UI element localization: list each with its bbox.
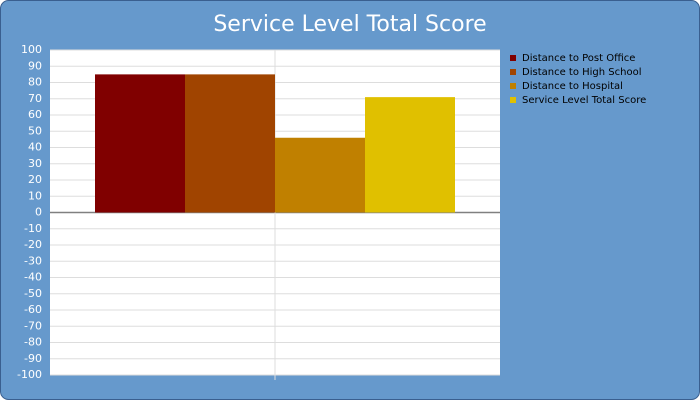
y-tick-label: 90	[28, 59, 42, 72]
legend-label: Distance to Hospital	[522, 81, 623, 92]
bar	[365, 97, 455, 213]
y-tick-label: 100	[21, 43, 42, 56]
y-tick-label: -80	[24, 336, 42, 349]
legend-label: Distance to High School	[522, 67, 641, 78]
y-tick-label: 50	[28, 124, 42, 137]
y-tick-label: 60	[28, 108, 42, 121]
y-tick-label: 20	[28, 173, 42, 186]
y-tick-label: -30	[24, 254, 42, 267]
y-tick-label: 30	[28, 157, 42, 170]
y-tick-label: 70	[28, 92, 42, 105]
y-tick-label: 10	[28, 189, 42, 202]
legend-label: Distance to Post Office	[522, 53, 635, 64]
legend-label: Service Level Total Score	[522, 95, 646, 106]
y-tick-label: -20	[24, 238, 42, 251]
bar	[275, 137, 365, 213]
y-tick-label: -60	[24, 303, 42, 316]
legend-swatch	[510, 83, 516, 89]
y-tick-label: 80	[28, 76, 42, 89]
bar	[185, 74, 275, 213]
y-tick-label: 0	[35, 206, 42, 219]
chart-title: Service Level Total Score	[213, 12, 486, 37]
y-tick-label: -100	[17, 368, 42, 381]
y-tick-label: -10	[24, 222, 42, 235]
y-tick-label: -90	[24, 352, 42, 365]
y-tick-label: -40	[24, 271, 42, 284]
legend-swatch	[510, 69, 516, 75]
y-tick-label: 40	[28, 141, 42, 154]
bar	[95, 74, 185, 213]
y-tick-label: -50	[24, 287, 42, 300]
y-tick-label: -70	[24, 319, 42, 332]
legend-swatch	[510, 97, 516, 103]
legend-swatch	[510, 55, 516, 61]
